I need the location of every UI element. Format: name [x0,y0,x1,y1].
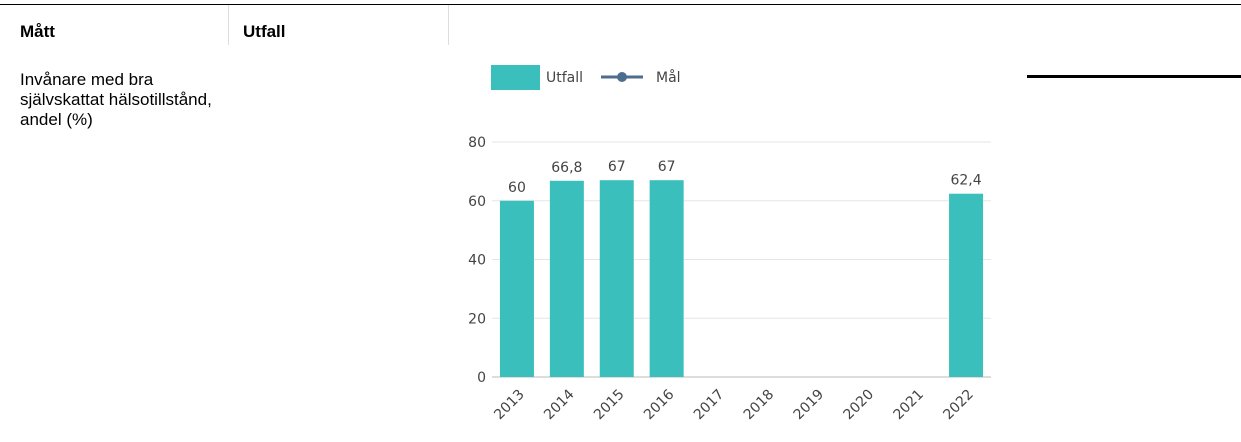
bar [599,180,634,377]
x-tick-label: 2022 [940,387,977,424]
data-label: 66,8 [551,160,582,176]
x-tick-label: 2018 [741,387,778,424]
data-label: 67 [608,159,626,175]
bar [949,193,984,377]
legend-dot [617,72,627,82]
data-label: 67 [658,159,676,175]
col-sep [448,5,449,45]
row-label: Invånare med bra självskattat hälsotills… [20,70,212,129]
x-tick-label: 2016 [641,386,678,423]
col-sep [228,5,229,45]
x-tick-label: 2017 [691,387,728,424]
header-cell: Utfall [243,22,286,41]
data-label: 62,4 [950,173,981,189]
x-tick-label: 2019 [791,387,828,424]
top-rule [0,4,1241,5]
legend-label: Utfall [546,70,583,86]
data-label: 60 [508,180,526,196]
bar [549,180,584,377]
x-tick-label: 2015 [591,387,628,424]
x-tick-label: 2013 [491,387,528,424]
legend-label: Mål [656,69,681,86]
y-tick-label: 60 [468,194,486,210]
y-tick-label: 20 [468,311,486,327]
y-tick-label: 0 [477,370,486,386]
x-tick-label: 2014 [541,386,578,423]
header-cell: Mått [20,22,55,41]
bar [649,180,684,377]
y-tick-label: 40 [468,253,486,269]
x-tick-label: 2021 [890,387,927,424]
legend-swatch [491,65,540,90]
bar [499,200,534,377]
y-tick-label: 80 [468,135,486,151]
x-tick-label: 2020 [841,387,878,424]
rule [1027,75,1241,78]
